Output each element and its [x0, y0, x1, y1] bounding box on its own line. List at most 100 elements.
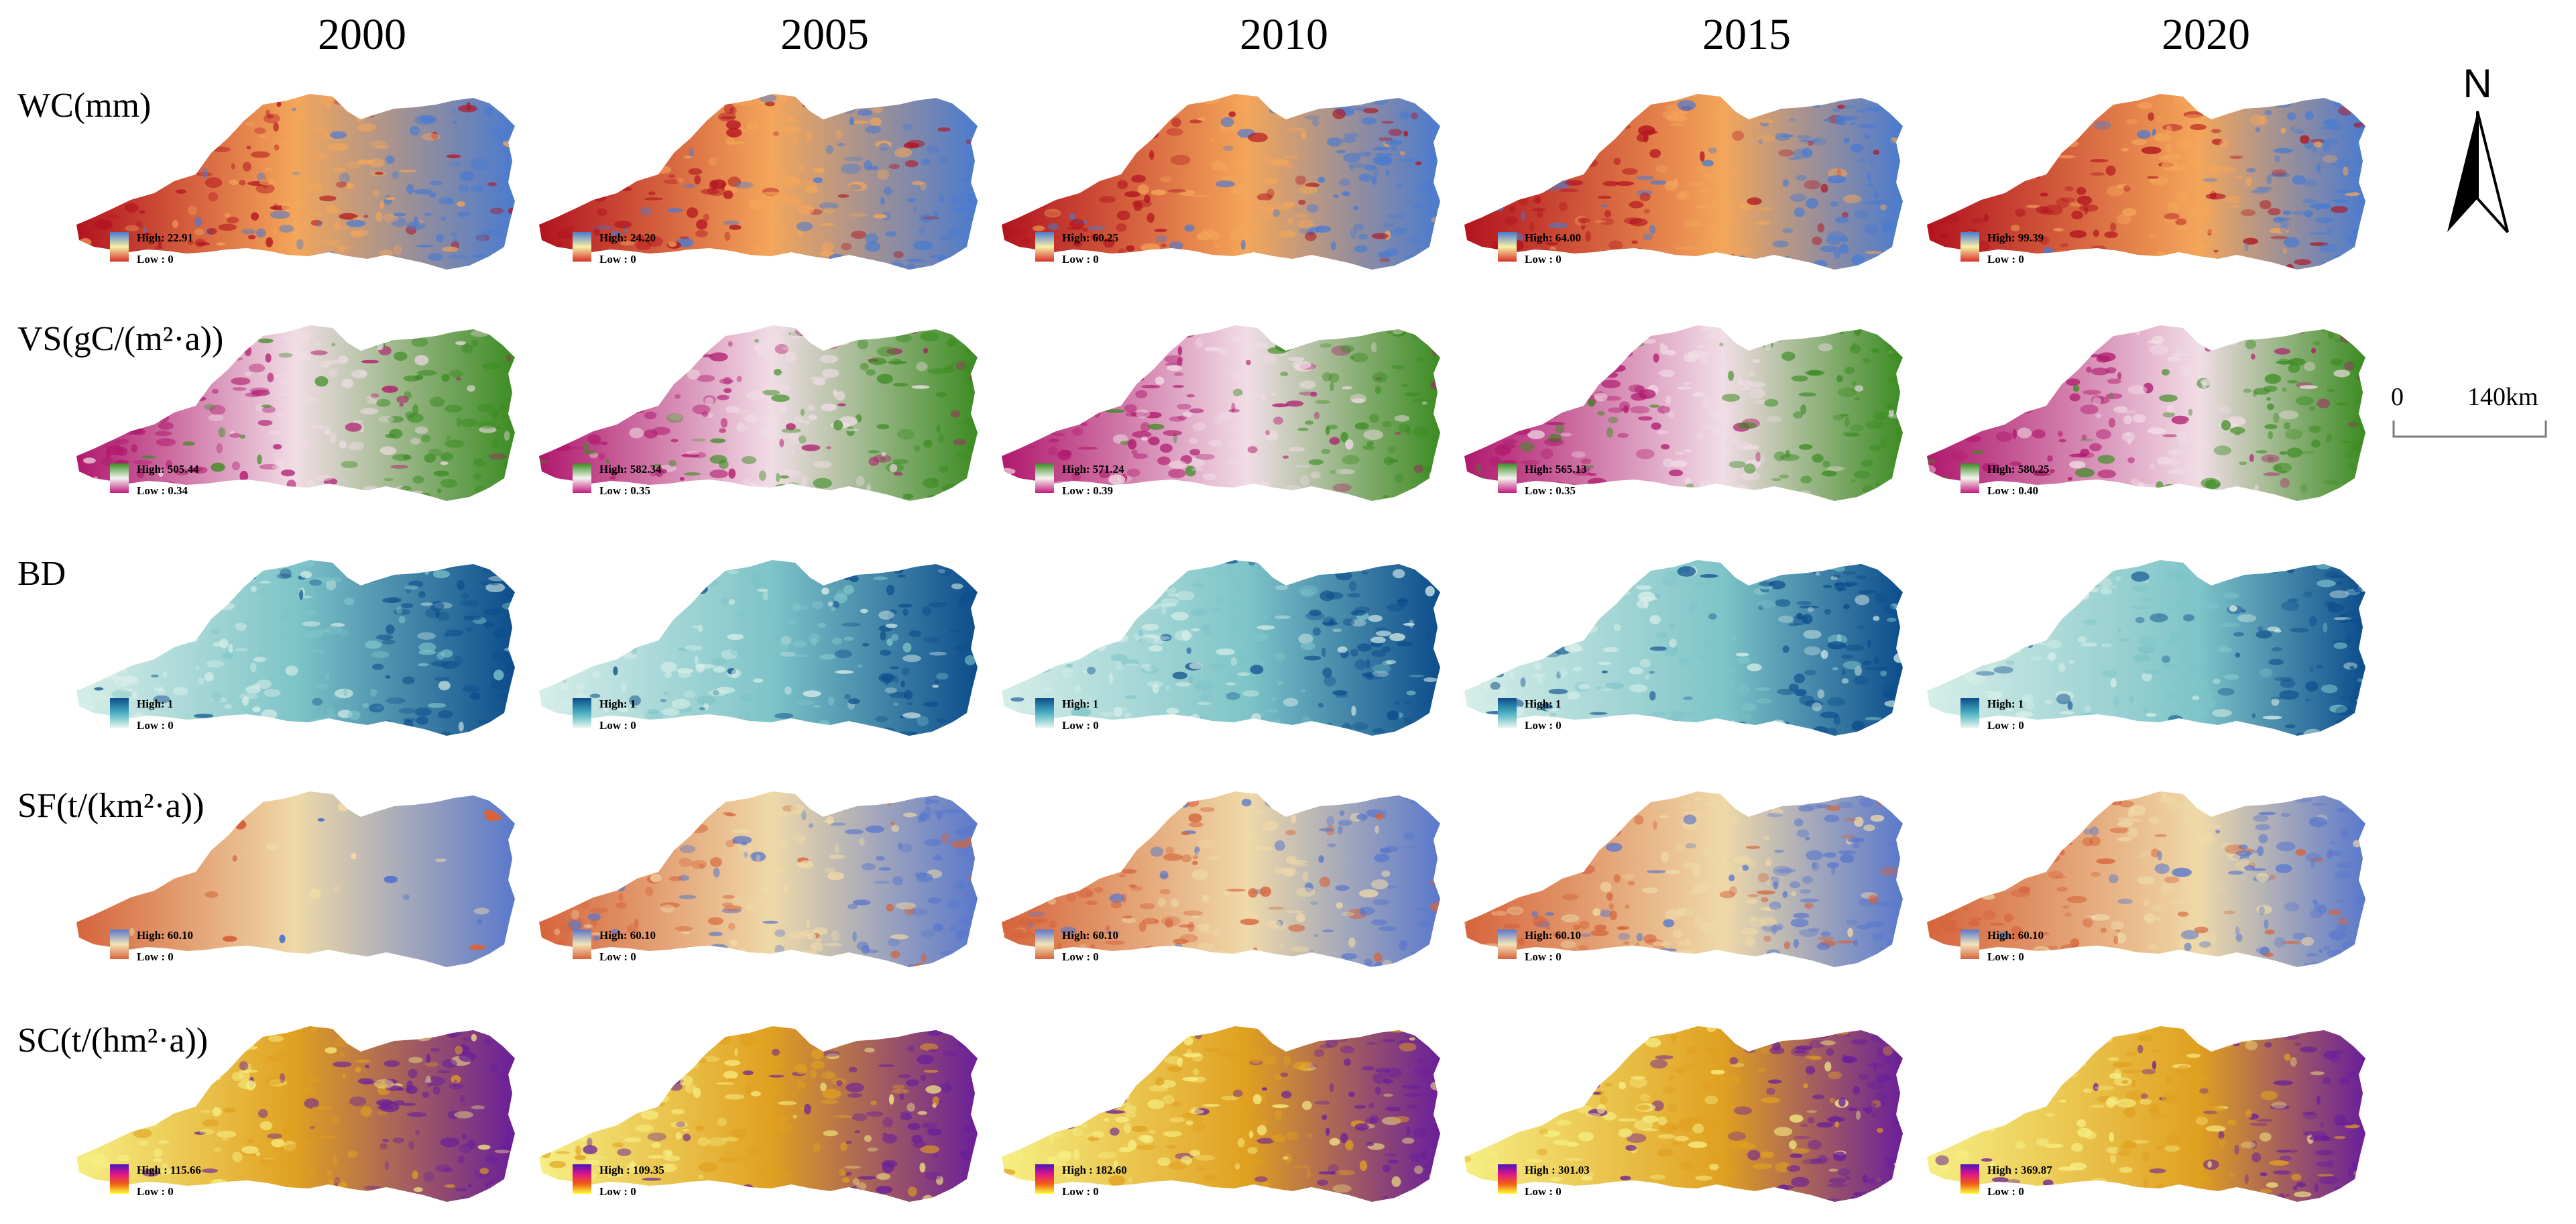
legend-high-label: High: 505.44 — [137, 463, 199, 476]
legend-low-label: Low : 0 — [1525, 950, 1562, 963]
map-panel: High: 565.13 Low : 0.35 — [1462, 305, 1904, 506]
study-area-region — [1927, 94, 2365, 270]
legend-color-ramp — [1498, 698, 1517, 728]
legend-low-label: Low : 0 — [1062, 950, 1099, 963]
study-area-map — [1464, 560, 1903, 736]
legend-color-ramp — [110, 232, 129, 262]
legend-low-label: Low : 0 — [599, 719, 636, 732]
legend-low-label: Low : 0.40 — [1987, 484, 2039, 497]
legend-low-label: Low : 0.34 — [137, 484, 188, 497]
study-area-region — [1464, 94, 1903, 270]
study-area-region — [1464, 1026, 1903, 1202]
legend-color-ramp — [1960, 930, 1979, 959]
map-panel: High: 60.10 Low : 0 — [536, 771, 979, 972]
map-panel: High : 115.66 Low : 0 — [74, 1006, 516, 1207]
legend-high-label: High: 99.39 — [1987, 231, 2044, 244]
study-area-map — [1927, 94, 2365, 270]
study-area-map — [76, 325, 515, 501]
map-panel: High: 99.39 Low : 0 — [1924, 74, 2367, 275]
legend-color-ramp — [1960, 698, 1979, 728]
legend-high-label: High: 1 — [1525, 698, 1562, 710]
legend-high-label: High: 571.24 — [1062, 463, 1124, 476]
legend-color-ramp — [1960, 232, 1979, 262]
map-panel: High: 1 Low : 0 — [74, 540, 516, 741]
legend-high-label: High: 1 — [599, 698, 636, 710]
legend-high-label: High: 60.10 — [1525, 929, 1582, 942]
legend-low-label: Low : 0 — [1987, 1185, 2024, 1198]
legend-color-ramp — [1035, 698, 1054, 728]
legend-low-label: Low : 0 — [1525, 719, 1562, 732]
legend-low-label: Low : 0.35 — [1525, 484, 1576, 497]
map-panel: High : 182.60 Low : 0 — [999, 1006, 1442, 1207]
legend-color-ramp — [110, 930, 129, 959]
legend-high-label: High : 182.60 — [1062, 1164, 1127, 1176]
map-panel: High: 60.10 Low : 0 — [74, 771, 516, 972]
legend-low-label: Low : 0 — [1062, 719, 1099, 732]
study-area-region — [539, 1026, 978, 1202]
year-header: 2005 — [780, 10, 869, 59]
legend-high-label: High: 565.13 — [1525, 463, 1587, 476]
year-header: 2020 — [2162, 10, 2250, 59]
legend-low-label: Low : 0 — [599, 253, 636, 266]
study-area-map — [1002, 791, 1440, 967]
scale-end-label: 140km — [2467, 383, 2538, 411]
legend-low-label: Low : 0 — [137, 1185, 174, 1198]
legend-low-label: Low : 0 — [137, 253, 174, 266]
map-panel: High : 109.35 Low : 0 — [536, 1006, 979, 1207]
study-area-map — [76, 791, 515, 967]
scale-bar — [2392, 421, 2547, 438]
map-panel: High: 1 Low : 0 — [536, 540, 979, 741]
legend-low-label: Low : 0 — [137, 950, 174, 963]
legend-high-label: High: 60.25 — [1062, 231, 1119, 244]
map-panel: High: 60.10 Low : 0 — [999, 771, 1442, 972]
study-area-region — [539, 560, 978, 736]
map-panel: High : 301.03 Low : 0 — [1462, 1006, 1904, 1207]
map-panel: High: 60.25 Low : 0 — [999, 74, 1442, 275]
legend-high-label: High: 1 — [1062, 698, 1099, 710]
map-panel: High: 582.34 Low : 0.35 — [536, 305, 979, 506]
map-panel: High: 60.10 Low : 0 — [1924, 771, 2367, 972]
legend-color-ramp — [573, 232, 591, 262]
study-area-map — [1927, 791, 2365, 967]
study-area-map — [1002, 325, 1440, 501]
legend-color-ramp — [110, 463, 129, 493]
legend-color-ramp — [110, 1164, 129, 1194]
legend-high-label: High : 301.03 — [1525, 1164, 1590, 1176]
legend-color-ramp — [573, 463, 591, 493]
legend-color-ramp — [573, 698, 591, 728]
map-panel: High: 22.91 Low : 0 — [74, 74, 516, 275]
legend-low-label: Low : 0 — [137, 719, 174, 732]
legend-color-ramp — [1035, 232, 1054, 262]
legend-high-label: High: 22.91 — [137, 231, 194, 244]
study-area-map — [539, 94, 978, 270]
row-label-bd: BD — [17, 555, 66, 593]
legend-high-label: High: 1 — [1987, 698, 2024, 710]
row-label-sc: SC(t/(hm²·a)) — [17, 1021, 209, 1060]
legend-color-ramp — [1035, 930, 1054, 959]
legend-low-label: Low : 0 — [1525, 1185, 1562, 1198]
legend-low-label: Low : 0.35 — [599, 484, 651, 497]
study-area-map — [1927, 1026, 2365, 1202]
study-area-map — [539, 560, 978, 736]
study-area-region — [76, 1026, 515, 1202]
study-area-region — [1002, 791, 1440, 967]
study-area-map — [1464, 325, 1903, 501]
legend-color-ramp — [573, 930, 591, 959]
study-area-region — [76, 791, 515, 967]
map-panel: High: 1 Low : 0 — [999, 540, 1442, 741]
study-area-region — [539, 791, 978, 967]
study-area-region — [539, 94, 978, 270]
legend-low-label: Low : 0 — [1987, 719, 2024, 732]
study-area-map — [1464, 1026, 1903, 1202]
map-panel: High: 505.44 Low : 0.34 — [74, 305, 516, 506]
study-area-map — [76, 560, 515, 736]
north-arrow-icon — [2447, 111, 2509, 233]
legend-color-ramp — [110, 698, 129, 728]
legend-high-label: High: 60.10 — [599, 929, 656, 942]
legend-color-ramp — [1035, 463, 1054, 493]
study-area-region — [1002, 560, 1440, 736]
row-label-sf: SF(t/(km²·a)) — [17, 787, 204, 825]
study-area-map — [539, 791, 978, 967]
study-area-map — [76, 1026, 515, 1202]
